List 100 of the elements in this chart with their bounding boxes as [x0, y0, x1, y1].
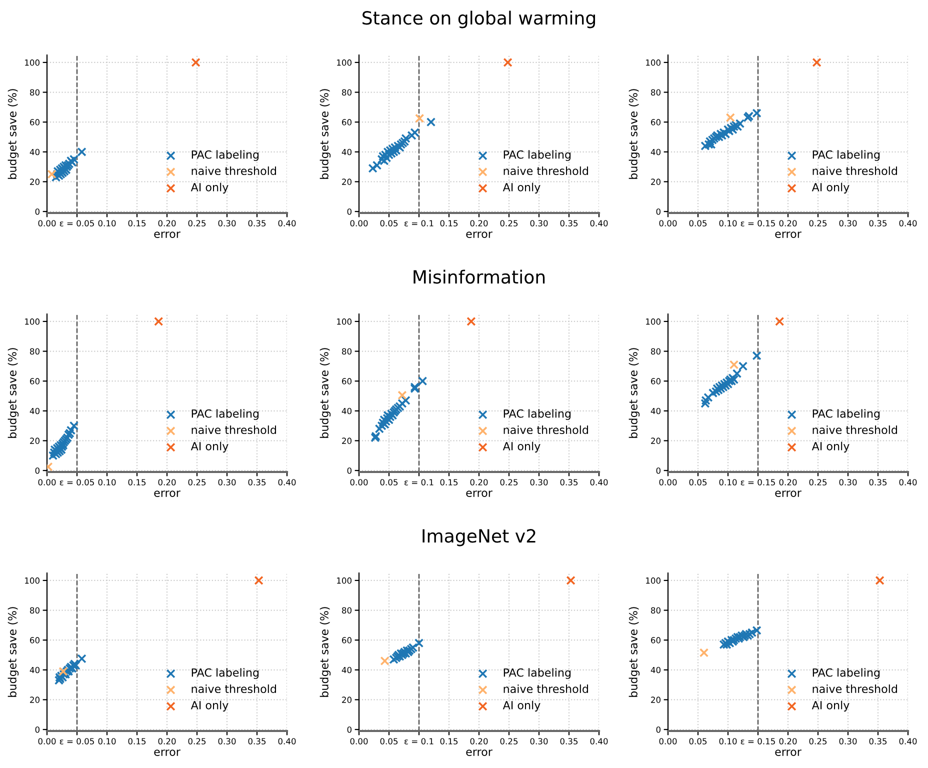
legend-label: naive threshold [812, 684, 897, 694]
y-tick-label: 100 [646, 318, 660, 325]
x-axis-title: error [154, 490, 180, 497]
legend-label: PAC labeling [504, 150, 571, 161]
x-tick-label: 0.35 [248, 220, 266, 226]
x-tick-label: 0.00 [659, 738, 677, 744]
x-tick-label: 0.05 [380, 220, 398, 226]
x-axis-title: error [466, 750, 492, 756]
legend-label: PAC labeling [812, 409, 880, 420]
x-tick-label: 0.00 [659, 479, 677, 486]
y-tick-label: 100 [25, 577, 40, 584]
x-tick-label: 0.00 [350, 220, 368, 226]
legend-label: AI only [812, 442, 850, 453]
y-tick-label: 20 [651, 438, 660, 444]
legend-label: AI only [190, 442, 228, 453]
legend-label: AI only [190, 182, 228, 194]
y-tick-label: 0 [35, 208, 40, 215]
x-tick-label: 0.15 [128, 738, 146, 744]
x-tick-label: 0.35 [248, 738, 266, 744]
x-tick-label: 0.25 [809, 738, 827, 744]
x-tick-label: 0.10 [98, 220, 116, 226]
x-tick-label: 0.30 [218, 479, 236, 486]
legend-label: naive threshold [812, 425, 897, 434]
y-tick-label: 40 [30, 148, 40, 156]
x-tick-label: 0.20 [158, 220, 176, 226]
x-tick-label: 0.00 [350, 479, 368, 486]
x-tick-label: 0.15 [440, 738, 458, 744]
y-axis-title: budget save (%) [320, 607, 331, 697]
y-tick-label: 40 [342, 148, 352, 156]
x-tick-label: 0.35 [560, 738, 578, 744]
x-tick-label: 0.20 [158, 479, 176, 486]
x-tick-label: 0.00 [38, 220, 56, 226]
x-tick-label: 0.20 [779, 220, 797, 226]
x-tick-label: 0.00 [659, 220, 677, 226]
x-tick-label: 0.30 [839, 738, 857, 744]
x-axis-title: error [775, 490, 802, 497]
y-tick-label: 20 [30, 178, 40, 185]
x-tick-label: ε = 0.05 [60, 479, 94, 486]
legend-label: AI only [812, 182, 850, 194]
legend-label: PAC labeling [192, 150, 259, 161]
x-tick-label: 0.40 [278, 479, 296, 486]
x-tick-label: 0.10 [719, 220, 737, 226]
y-tick-label: 60 [342, 378, 352, 384]
x-tick-label: 0.15 [440, 220, 458, 226]
y-tick-label: 80 [342, 607, 352, 614]
y-tick-label: 100 [337, 577, 352, 584]
x-tick-label: 0.30 [839, 220, 857, 226]
x-tick-label: ε = 0.1 [404, 738, 434, 744]
y-tick-label: 80 [342, 348, 352, 355]
y-tick-label: 40 [650, 666, 660, 674]
y-tick-label: 80 [30, 607, 40, 614]
y-tick-label: 0 [656, 467, 660, 474]
x-tick-label: ε = 0.05 [60, 220, 94, 226]
x-tick-label: 0.35 [248, 479, 266, 486]
y-tick-label: 100 [646, 577, 660, 584]
y-tick-label: 20 [342, 696, 352, 703]
x-tick-label: 0.20 [779, 479, 797, 486]
x-axis-title: error [466, 490, 492, 497]
x-tick-label: 0.30 [218, 220, 236, 226]
legend-label: AI only [812, 700, 850, 712]
y-tick-label: 100 [337, 59, 352, 66]
x-tick-label: 0.30 [530, 738, 548, 744]
y-axis-title: budget save (%) [628, 89, 640, 179]
y-tick-label: 40 [342, 408, 352, 414]
x-tick-label: ε = 0.1 [404, 479, 434, 486]
x-tick-label: 0.20 [470, 738, 488, 744]
x-tick-label: 0.35 [560, 479, 578, 486]
x-tick-label: 0.25 [500, 220, 518, 226]
y-tick-label: 40 [650, 408, 660, 414]
y-axis-title: budget save (%) [628, 348, 640, 438]
y-tick-label: 100 [646, 59, 660, 66]
x-tick-label: 0.15 [128, 220, 146, 226]
y-tick-label: 20 [342, 438, 352, 444]
y-tick-label: 20 [342, 178, 352, 185]
y-tick-label: 20 [651, 178, 660, 185]
x-tick-label: 0.00 [38, 738, 56, 744]
x-tick-label: 0.20 [158, 738, 176, 744]
y-tick-label: 20 [30, 438, 40, 444]
y-axis-title: budget save (%) [320, 348, 331, 438]
y-tick-label: 80 [651, 89, 660, 96]
x-tick-label: 0.20 [470, 220, 488, 226]
x-tick-label: ε = 0.15 [740, 220, 775, 226]
y-tick-label: 0 [347, 726, 352, 733]
x-tick-label: 0.00 [38, 479, 56, 486]
y-tick-label: 0 [656, 726, 660, 733]
legend-label: AI only [502, 700, 540, 712]
y-tick-label: 40 [30, 666, 40, 674]
x-tick-label: 0.25 [809, 479, 827, 486]
legend-label: naive threshold [192, 166, 276, 176]
x-axis-title: error [154, 750, 180, 756]
x-tick-label: 0.25 [500, 479, 518, 486]
chart-title: Misinformation [414, 270, 545, 284]
y-tick-label: 40 [30, 408, 40, 414]
legend-label: naive threshold [192, 684, 276, 694]
x-tick-label: 0.40 [899, 220, 917, 226]
x-tick-label: 0.35 [869, 738, 887, 744]
x-tick-label: 0.25 [188, 220, 206, 226]
x-tick-label: 0.40 [278, 220, 296, 226]
legend-label: naive threshold [504, 166, 588, 176]
chart-title: ImageNet v2 [422, 529, 536, 546]
